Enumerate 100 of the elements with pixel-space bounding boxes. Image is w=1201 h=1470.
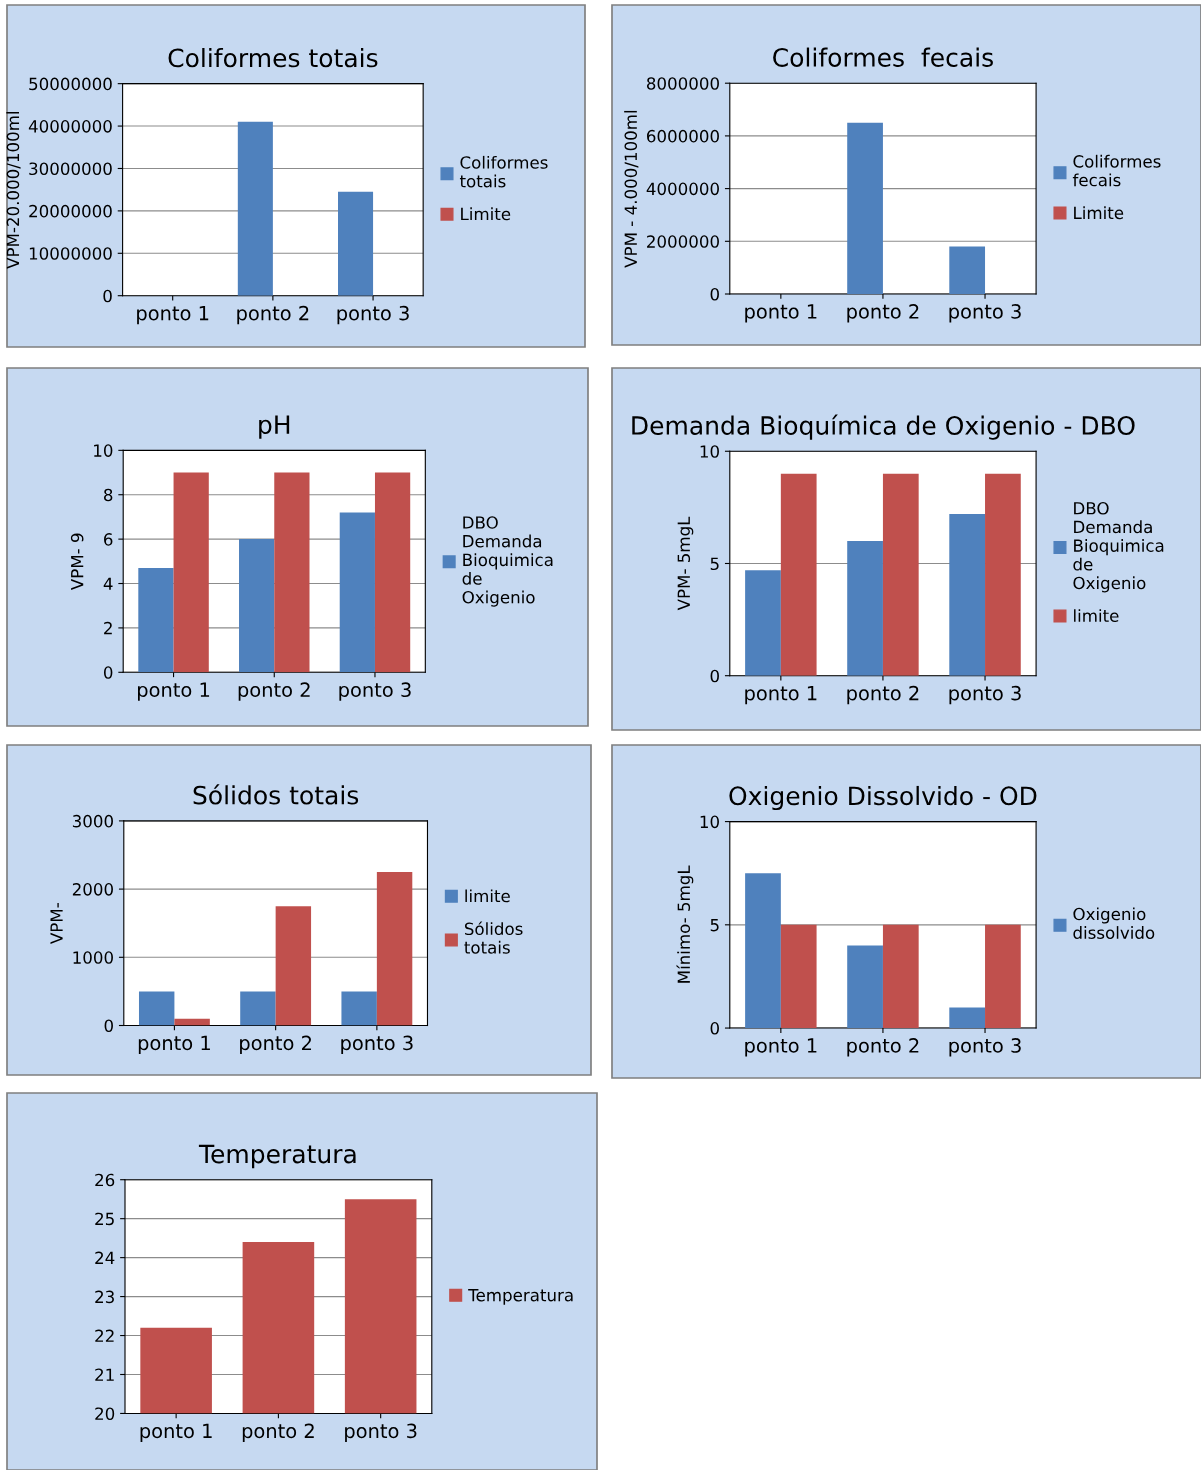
legend-label: Limite	[461, 207, 511, 221]
bar	[949, 514, 986, 676]
legend-label: Oxigenio dissolvido	[1073, 907, 1155, 939]
chart-title: Sólidos totais	[193, 784, 359, 805]
x-tick-label: ponto 1	[138, 1035, 210, 1055]
x-tick-label: ponto 2	[847, 685, 919, 705]
legend-label: Sólidos totais	[464, 921, 523, 954]
y-tick-label: 20000000	[29, 204, 112, 218]
bar	[780, 473, 817, 676]
x-tick-label: ponto 1	[745, 1038, 817, 1057]
x-tick-label: ponto 3	[341, 1035, 413, 1055]
bar	[341, 991, 377, 1026]
y-tick-label: 30000000	[29, 162, 112, 176]
bar	[274, 472, 310, 673]
y-tick-label: 10	[700, 445, 719, 458]
y-tick-label: 4	[103, 577, 113, 590]
bar	[847, 541, 883, 676]
y-tick-label: 10	[700, 815, 719, 829]
legend-label: limite	[1074, 609, 1119, 623]
legend-label: DBO Demanda Bioquimica de Oxigenio	[1073, 501, 1164, 593]
y-tick-label: 3000	[72, 814, 113, 828]
bar	[985, 473, 1021, 676]
chart-title: Coliformes fecais	[773, 47, 993, 67]
y-tick-label: 4000000	[646, 182, 719, 196]
bar	[239, 539, 275, 673]
y-axis-title: VPM-	[50, 903, 63, 944]
y-tick-label: 40000000	[28, 120, 112, 133]
y-tick-label: 24	[95, 1251, 115, 1264]
y-tick-label: 26	[95, 1173, 115, 1187]
x-tick-label: ponto 2	[847, 1038, 919, 1057]
bar	[376, 872, 413, 1026]
bar	[138, 567, 174, 673]
x-tick-label: ponto 3	[337, 305, 409, 325]
x-tick-label: ponto 3	[949, 1038, 1021, 1057]
bar	[240, 991, 276, 1026]
y-tick-label: 10000000	[29, 247, 112, 260]
y-tick-label: 0	[104, 1019, 113, 1033]
chart-title: Coliformes totais	[168, 48, 378, 68]
bar	[173, 472, 209, 673]
x-tick-label: ponto 2	[847, 304, 919, 323]
bar	[339, 512, 375, 673]
bar	[780, 924, 817, 1029]
y-axis-title: VPM- 5mgL	[677, 516, 694, 611]
y-tick-label: 50000000	[29, 77, 112, 91]
legend-label: Coliformes totais	[459, 155, 548, 188]
bar	[882, 924, 919, 1029]
bar	[847, 945, 883, 1029]
y-tick-label: 2	[104, 621, 112, 635]
y-axis-title: VPM - 4.000/100ml	[624, 110, 639, 268]
x-tick-label: ponto 3	[339, 682, 411, 701]
x-tick-label: ponto 3	[949, 304, 1021, 323]
x-tick-label: ponto 2	[240, 1035, 312, 1055]
x-tick-label: ponto 2	[237, 305, 309, 325]
x-tick-label: ponto 1	[140, 1423, 212, 1442]
x-tick-label: ponto 3	[345, 1423, 417, 1442]
x-tick-label: ponto 1	[745, 686, 817, 705]
y-tick-label: 10	[94, 444, 113, 457]
y-tick-label: 5	[710, 557, 719, 571]
x-tick-label: ponto 2	[238, 682, 310, 701]
bar	[985, 924, 1021, 1029]
bar	[374, 472, 411, 673]
legend-label: limite	[465, 889, 510, 903]
y-tick-label: 8000000	[646, 77, 719, 90]
y-tick-label: 0	[710, 1022, 719, 1035]
y-tick-label: 0	[710, 287, 719, 301]
y-tick-label: 6	[104, 533, 113, 546]
y-axis-title: VPM- 9	[70, 533, 84, 591]
y-tick-label: 8	[104, 488, 113, 502]
y-tick-label: 2000000	[647, 235, 719, 248]
x-tick-label: ponto 1	[138, 682, 210, 701]
bar	[138, 991, 175, 1026]
y-tick-label: 5	[710, 919, 719, 932]
y-axis-title: Mínimo- 5mgL	[676, 865, 694, 983]
bar	[949, 1007, 986, 1029]
chart-title: Demanda Bioquímica de Oxigenio - DBO	[632, 414, 1135, 440]
x-tick-label: ponto 2	[242, 1423, 314, 1442]
chart-title: Temperatura	[198, 1144, 356, 1169]
y-tick-label: 6000000	[647, 129, 719, 143]
bar	[882, 473, 919, 676]
legend-label: Coliformes fecais	[1072, 154, 1161, 187]
y-tick-label: 0	[103, 666, 113, 679]
chart-title: pH	[259, 415, 290, 439]
bar	[275, 906, 312, 1026]
y-tick-label: 25	[95, 1212, 114, 1226]
bar	[745, 873, 781, 1029]
x-tick-label: ponto 1	[745, 304, 817, 323]
legend-label: DBO Demanda Bioquimica de Oxigenio	[462, 516, 553, 607]
legend-label: Limite	[1074, 206, 1124, 220]
y-tick-label: 0	[710, 669, 719, 683]
x-tick-label: ponto 1	[137, 306, 209, 325]
y-tick-label: 23	[95, 1290, 114, 1304]
y-tick-label: 2000	[72, 883, 113, 896]
chart-title: Oxigenio Dissolvido - OD	[729, 785, 1037, 811]
y-tick-label: 1000	[73, 951, 113, 964]
y-tick-label: 20	[95, 1407, 115, 1421]
y-tick-label: 0	[103, 289, 112, 303]
bar	[745, 570, 781, 676]
legend-label: Temperatura	[468, 1289, 573, 1305]
y-tick-label: 21	[95, 1368, 114, 1381]
y-axis-title: VPM-20.000/100ml	[6, 112, 21, 269]
